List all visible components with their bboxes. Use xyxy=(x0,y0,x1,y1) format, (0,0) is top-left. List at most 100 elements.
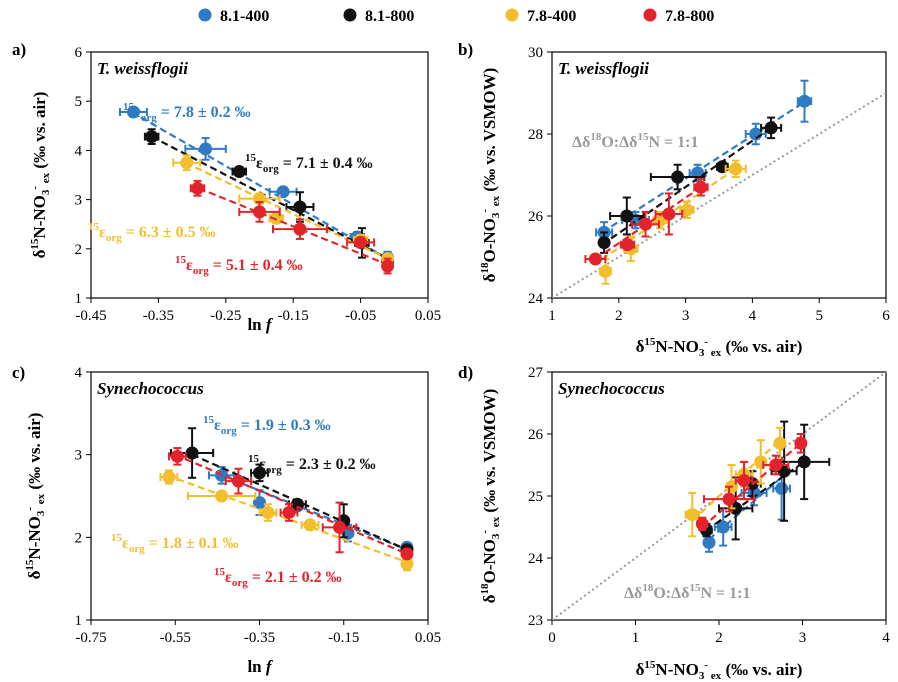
x-tick-label: -0.05 xyxy=(345,308,376,324)
x-tick-label: -0.45 xyxy=(75,308,106,324)
legend-item-7.8-400: 7.8-400 xyxy=(505,8,576,25)
legend-label-8.1-400: 8.1-400 xyxy=(220,8,269,25)
data-point-7.8-400 xyxy=(261,506,275,520)
data-point-8.1-800 xyxy=(185,446,199,460)
data-point-7.8-800 xyxy=(639,217,653,231)
y-tick-label: 24 xyxy=(528,551,544,567)
series-7.8-800 xyxy=(167,447,414,561)
x-tick-label: 4 xyxy=(749,308,757,324)
data-point-7.8-800 xyxy=(620,238,634,252)
y-tick-label: 27 xyxy=(528,365,544,381)
fit-line-8.1-400 xyxy=(130,111,389,260)
data-point-8.1-400 xyxy=(276,185,290,199)
legend-item-8.1-400: 8.1-400 xyxy=(198,8,269,25)
x-tick-label: 0.05 xyxy=(415,630,441,646)
x-tick-label: -0.35 xyxy=(244,630,275,646)
x-axis-label: δ15N-NO3- ex (‰ vs. air) xyxy=(636,659,803,682)
one-to-one-line xyxy=(552,372,886,620)
y-axis-label: δ15N-NO3- ex (‰ vs. air) xyxy=(24,413,47,580)
legend-label-7.8-800: 7.8-800 xyxy=(665,8,714,25)
data-point-7.8-800 xyxy=(695,517,709,531)
data-point-7.8-800 xyxy=(737,474,751,487)
y-axis-label: δ18O-NO3- ex (‰ vs. VSMOW) xyxy=(479,68,502,283)
data-point-7.8-400 xyxy=(685,508,699,522)
data-point-7.8-400 xyxy=(303,518,317,532)
data-point-7.8-800 xyxy=(170,449,184,463)
data-point-7.8-400 xyxy=(215,489,229,503)
data-point-7.8-800 xyxy=(253,205,266,219)
x-tick-label: 1 xyxy=(632,630,640,646)
data-point-7.8-800 xyxy=(794,436,808,450)
data-point-8.1-800 xyxy=(145,130,159,144)
panel-b: 1 2 3 4 5 6 24 26 28 30 b) T. weissflogii δ15N-NO3- … xyxy=(458,40,890,359)
data-point-8.1-800 xyxy=(715,160,729,174)
epsilon-annotation: 15εorg = 6.3 ± 0.5 ‰ xyxy=(88,221,216,244)
data-point-8.1-400 xyxy=(199,142,213,156)
panel-letter: d) xyxy=(458,363,473,382)
legend-item-8.1-800: 8.1-800 xyxy=(343,8,414,25)
panel-c: -0.75 -0.55 -0.35 -0.15 0.05 1 2 3 4 c) Synechococ… xyxy=(12,363,441,676)
fit-line-7.8-800 xyxy=(198,187,388,266)
species-label: T. weissflogii xyxy=(97,59,188,78)
one-to-one-label: Δδ18O:Δδ15N = 1:1 xyxy=(572,131,698,151)
x-tick-label: 1 xyxy=(548,308,556,324)
data-point-7.8-800 xyxy=(282,506,296,520)
data-point-8.1-800 xyxy=(597,236,611,250)
legend-label-7.8-400: 7.8-400 xyxy=(527,8,576,25)
fit-line-7.8-400 xyxy=(166,474,408,564)
y-tick-label: 5 xyxy=(75,94,83,110)
y-tick-label: 1 xyxy=(75,291,83,307)
x-axis-label: ln f xyxy=(247,657,273,676)
x-tick-label: -0.25 xyxy=(210,308,241,324)
x-tick-label: 3 xyxy=(682,308,690,324)
x-tick-label: -0.15 xyxy=(278,308,309,324)
x-axis-label: ln f xyxy=(247,315,273,334)
data-point-7.8-400 xyxy=(598,264,612,278)
plot-frame xyxy=(551,51,887,299)
data-point-8.1-400 xyxy=(702,536,716,549)
epsilon-annotation: 15εorg = 2.3 ± 0.2 ‰ xyxy=(248,453,376,476)
epsilon-annotation: 15εorg = 2.1 ± 0.2 ‰ xyxy=(214,566,342,589)
data-point-7.8-800 xyxy=(333,520,347,534)
data-point-7.8-800 xyxy=(769,458,783,472)
data-point-7.8-800 xyxy=(231,474,245,488)
y-tick-label: 2 xyxy=(75,530,83,546)
panel-letter: c) xyxy=(12,363,25,382)
data-point-7.8-400 xyxy=(773,436,787,450)
x-tick-label: -0.75 xyxy=(75,630,106,646)
data-point-8.1-800 xyxy=(620,209,634,223)
data-point-8.1-800 xyxy=(764,121,778,135)
y-axis-label: δ18O-NO3- ex (‰ vs. VSMOW) xyxy=(479,389,502,604)
panel-letter: a) xyxy=(12,40,26,59)
y-tick-label: 24 xyxy=(528,291,544,307)
x-tick-label: -0.35 xyxy=(143,308,174,324)
data-point-7.8-400 xyxy=(754,455,768,469)
species-label: Synechococcus xyxy=(558,379,665,398)
data-point-7.8-400 xyxy=(162,470,176,484)
data-point-8.1-400 xyxy=(798,94,812,108)
one-to-one-line xyxy=(552,92,886,298)
data-point-7.8-800 xyxy=(588,252,602,266)
series-8.1-800 xyxy=(597,116,783,254)
data-point-8.1-800 xyxy=(797,455,811,469)
data-point-7.8-800 xyxy=(662,207,676,221)
data-point-8.1-400 xyxy=(716,520,730,534)
y-tick-label: 6 xyxy=(75,45,83,61)
data-point-7.8-800 xyxy=(190,181,204,195)
epsilon-annotation: 15εorg = 7.8 ± 0.2 ‰ xyxy=(123,101,251,124)
data-point-7.8-800 xyxy=(694,180,708,194)
x-tick-label: 4 xyxy=(882,630,890,646)
y-tick-label: 28 xyxy=(528,127,543,143)
y-tick-label: 26 xyxy=(528,209,544,225)
x-tick-label: 5 xyxy=(815,308,823,324)
species-label: Synechococcus xyxy=(97,379,204,398)
data-point-7.8-800 xyxy=(381,259,395,273)
y-tick-label: 3 xyxy=(75,448,83,464)
epsilon-annotation: 15εorg = 7.1 ± 0.4 ‰ xyxy=(245,152,373,175)
series-7.8-800 xyxy=(695,433,808,532)
y-tick-label: 4 xyxy=(75,143,83,159)
legend: 8.1-400 8.1-800 7.8-400 7.8-800 xyxy=(198,8,714,25)
data-point-8.1-400 xyxy=(126,105,140,119)
data-point-8.1-800 xyxy=(232,165,246,179)
